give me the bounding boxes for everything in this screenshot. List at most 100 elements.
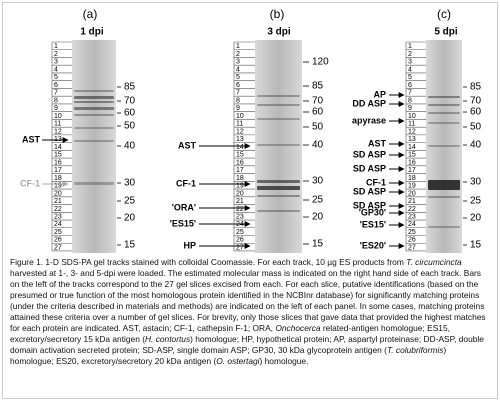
marker-label: 20	[124, 213, 136, 224]
caption-text: ) homologue; HP, hypothetical protein; A…	[10, 334, 484, 355]
gel-band	[428, 96, 460, 98]
panel-label: (b)	[270, 7, 285, 21]
slice-number: 19	[408, 183, 416, 190]
gel-band	[428, 226, 460, 228]
gel-lane	[72, 40, 116, 253]
slice-number: 10	[54, 113, 62, 120]
slice-number: 1	[236, 43, 240, 50]
protein-label: 'ES15'	[170, 218, 196, 228]
slice-number: 17	[54, 167, 62, 174]
protein-label: 'ORA'	[172, 202, 196, 212]
gel-band	[257, 195, 300, 197]
protein-label: AST	[22, 134, 41, 144]
caption-text: harvested at 1-, 3- and 5-dpi were loade…	[10, 268, 486, 333]
gel-band	[74, 182, 114, 185]
caption-italic: Onchocerca	[275, 323, 321, 333]
slice-number: 9	[54, 105, 58, 112]
panel-label: (a)	[83, 7, 98, 21]
protein-label: CF-1	[176, 178, 196, 188]
gel-figure: (a)1 dpi12345678910111213141516171819202…	[20, 7, 482, 253]
slice-number: 3	[408, 59, 412, 66]
caption-text: ) homologue.	[259, 356, 309, 366]
slice-number: 7	[54, 90, 58, 97]
protein-label: AST	[178, 140, 197, 150]
slice-number: 27	[408, 244, 416, 251]
slice-number: 25	[408, 229, 416, 236]
slice-number: 27	[236, 244, 244, 251]
slice-number: 12	[408, 128, 416, 135]
protein-label: HP	[183, 240, 196, 250]
slice-number: 15	[408, 152, 416, 159]
slice-number: 10	[408, 113, 416, 120]
caption-text: ) homologue; ES20, excretory/secretory 2…	[10, 345, 447, 366]
slice-number: 24	[54, 221, 62, 228]
slice-number: 23	[408, 213, 416, 220]
slice-number: 23	[54, 213, 62, 220]
protein-label: 'ES15'	[360, 219, 386, 229]
slice-number: 6	[54, 82, 58, 89]
slice-number: 7	[408, 90, 412, 97]
slice-number: 11	[236, 121, 243, 128]
marker-label: 50	[470, 122, 482, 133]
slice-number: 6	[408, 82, 412, 89]
slice-number: 11	[408, 121, 415, 128]
protein-label: 'GP30'	[359, 207, 386, 217]
slice-number: 18	[236, 175, 244, 182]
caption-text: Figure 1. 1-D SDS-PA gel tracks stained …	[10, 257, 407, 267]
slice-number: 5	[54, 74, 58, 81]
slice-number: 26	[236, 237, 244, 244]
slice-number: 20	[408, 190, 416, 197]
gel-band	[74, 140, 114, 142]
protein-label: 'ES20'	[360, 240, 386, 250]
slice-number: 14	[408, 144, 416, 151]
protein-label: SD ASP	[353, 163, 386, 173]
gel-band	[257, 186, 300, 190]
marker-label: 30	[470, 177, 482, 188]
protein-label: SD ASP	[353, 149, 386, 159]
slice-number: 25	[236, 229, 244, 236]
marker-label: 70	[124, 96, 136, 107]
slice-number: 12	[54, 128, 62, 135]
gel-band	[428, 122, 460, 124]
gel-band	[428, 196, 460, 198]
gel-band	[257, 180, 300, 183]
marker-label: 120	[312, 57, 329, 68]
slice-number: 11	[54, 121, 61, 128]
slice-number: 8	[236, 97, 240, 104]
protein-label: SD ASP	[353, 200, 386, 210]
gel-band	[257, 210, 300, 212]
slice-number: 19	[54, 183, 62, 190]
protein-label: apyrase	[352, 115, 386, 125]
caption-italic: O. ostertagi	[216, 356, 260, 366]
slice-number: 21	[408, 198, 416, 205]
slice-number: 24	[236, 221, 244, 228]
slice-number: 3	[236, 59, 240, 66]
slice-number: 9	[236, 105, 240, 112]
marker-label: 60	[124, 108, 136, 119]
slice-number: 6	[236, 82, 240, 89]
slice-number: 5	[236, 74, 240, 81]
caption-italic: T. colubriformis	[386, 345, 444, 355]
protein-label: DD ASP	[352, 98, 386, 108]
slice-number: 12	[236, 128, 244, 135]
protein-label: CF-1	[366, 177, 386, 187]
slice-number: 1	[54, 43, 58, 50]
slice-number: 22	[408, 206, 416, 213]
caption-italic: T. circumcincta	[406, 257, 462, 267]
marker-label: 50	[124, 121, 136, 132]
gel-band	[428, 145, 460, 147]
caption-italic: H. contortus	[145, 334, 191, 344]
slice-number: 14	[236, 144, 244, 151]
marker-label: 15	[124, 240, 136, 251]
gel-lane	[255, 40, 302, 253]
panel-title: 5 dpi	[434, 27, 458, 38]
slice-number: 3	[54, 59, 58, 66]
marker-label: 30	[124, 178, 136, 189]
slice-number: 26	[408, 237, 416, 244]
marker-label: 25	[312, 195, 324, 206]
marker-label: 15	[312, 239, 324, 250]
marker-label: 40	[470, 140, 482, 151]
slice-number: 13	[236, 136, 244, 143]
marker-label: 60	[470, 107, 482, 118]
gel-band	[74, 107, 114, 110]
